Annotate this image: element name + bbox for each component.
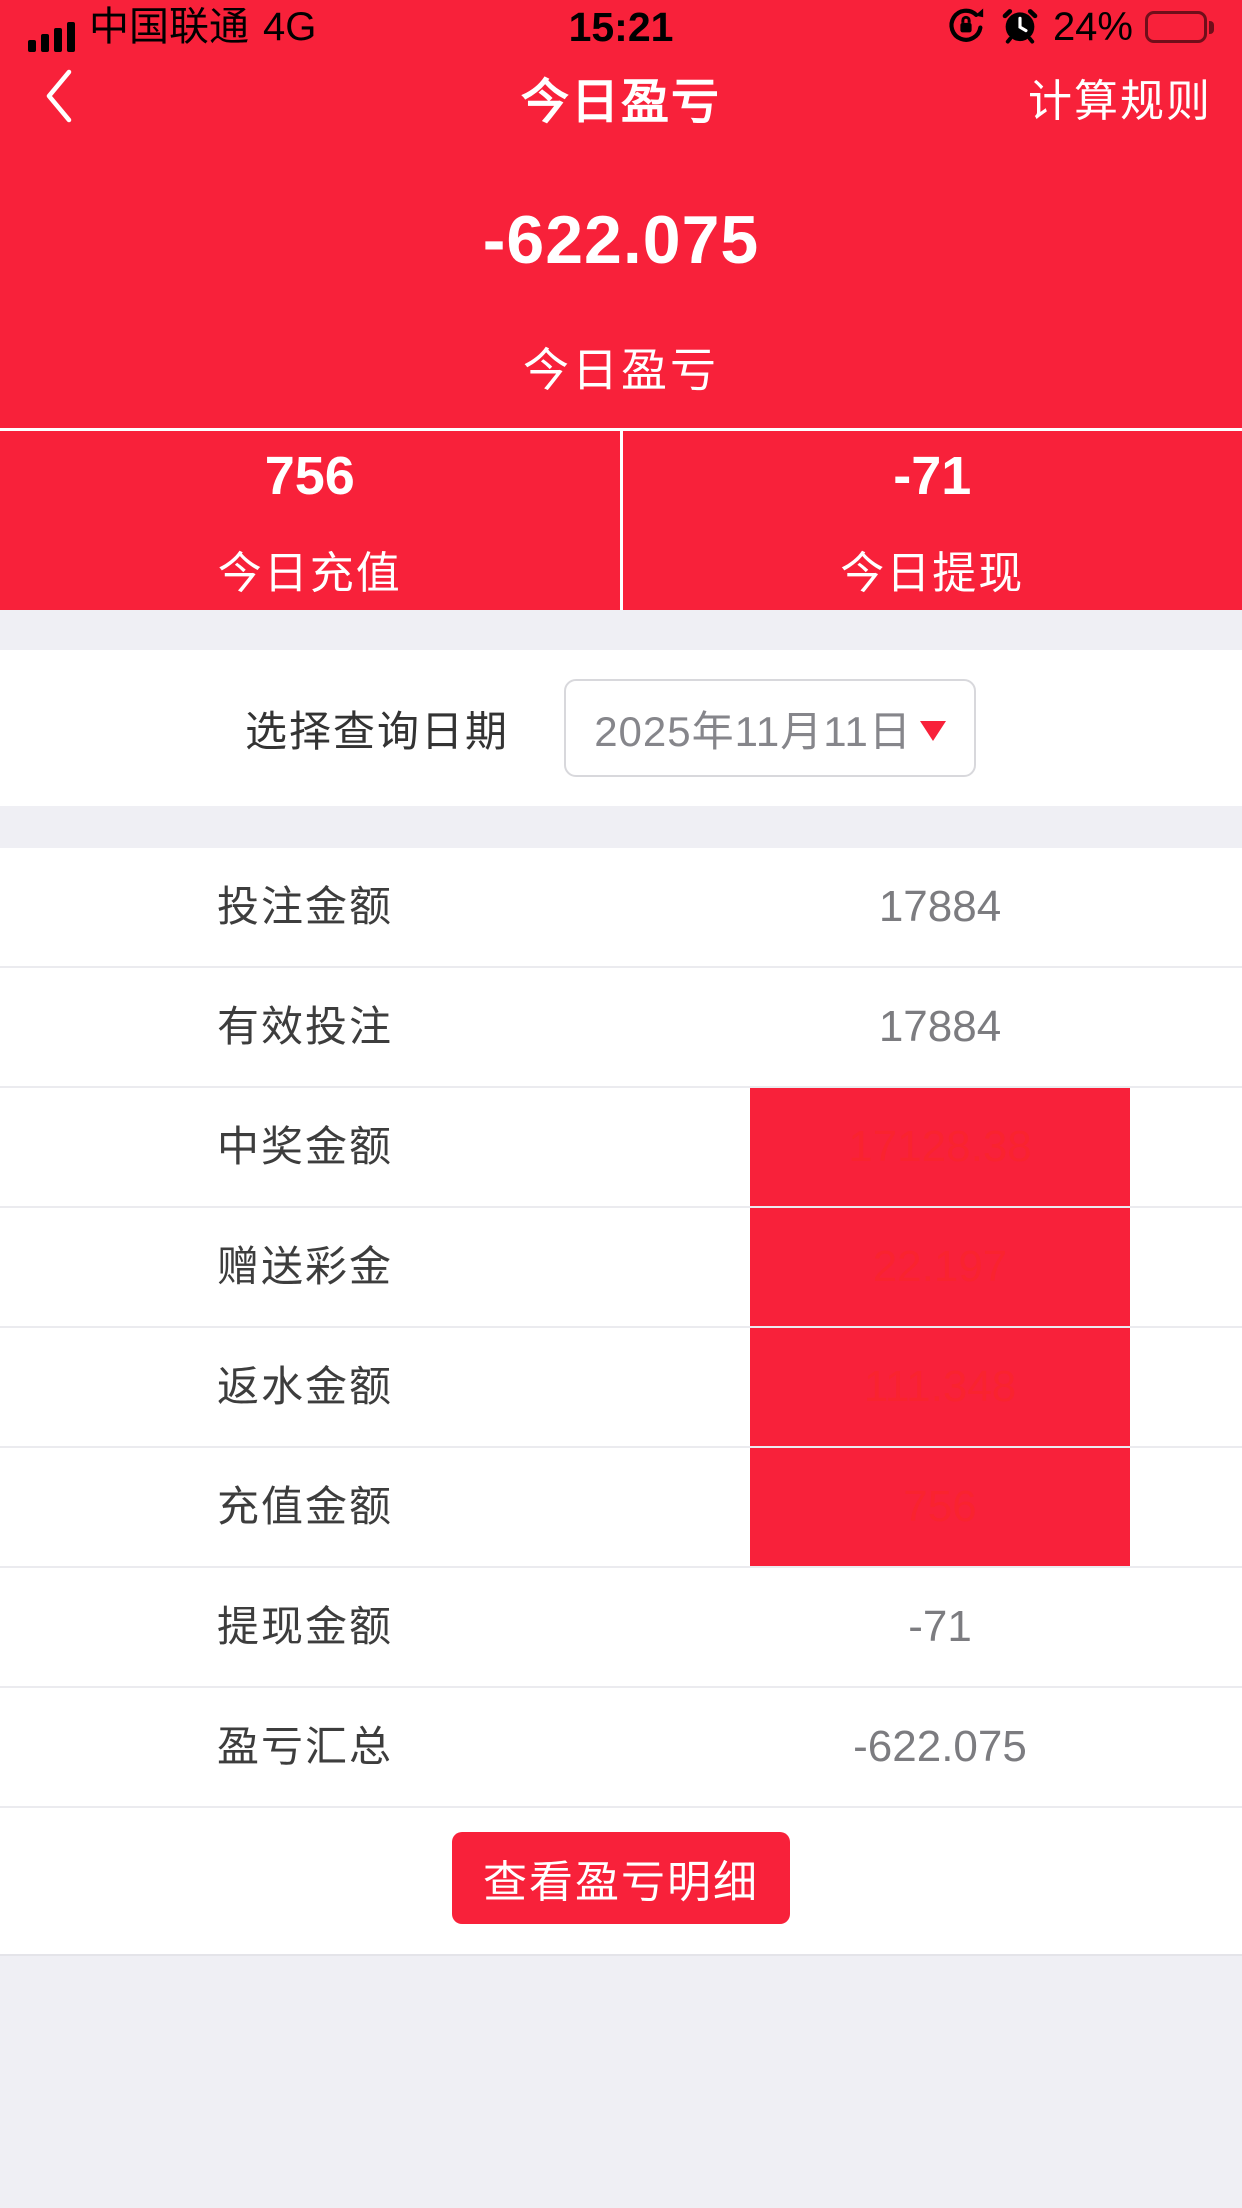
hero-section: -622.075 今日盈亏 bbox=[0, 140, 1242, 428]
view-profit-loss-details-button[interactable]: 查看盈亏明细 bbox=[452, 1832, 790, 1924]
today-recharge-value: 756 bbox=[264, 446, 355, 506]
page-title: 今日盈亏 bbox=[520, 76, 721, 129]
date-picker-row: 选择查询日期 2025年11月11日 bbox=[0, 650, 1242, 806]
signal-bars-icon bbox=[28, 22, 75, 54]
today-profit-loss-label: 今日盈亏 bbox=[523, 344, 719, 396]
carrier-label: 中国联通 bbox=[89, 5, 249, 49]
row-label: 充值金额 bbox=[217, 1483, 394, 1530]
date-picker-label: 选择查询日期 bbox=[245, 707, 510, 755]
profit-loss-table: 投注金额 17884 有效投注 17884 中奖金额 17128.38 赠送彩金… bbox=[0, 848, 1242, 1808]
table-row: 盈亏汇总 -622.075 bbox=[0, 1688, 1242, 1808]
back-button[interactable] bbox=[42, 66, 82, 128]
battery-percent: 24% bbox=[1052, 4, 1133, 49]
clock-time: 15:21 bbox=[568, 4, 674, 50]
status-bar: 中国联通 4G 15:21 24% bbox=[0, 0, 1242, 54]
nav-bar: 今日盈亏 计算规则 bbox=[0, 54, 1242, 140]
row-value: 22.197 bbox=[750, 1208, 1130, 1326]
row-value: -71 bbox=[908, 1602, 972, 1651]
today-withdraw-value: -71 bbox=[893, 446, 972, 506]
rotation-lock-icon bbox=[945, 4, 987, 51]
today-recharge-block: 756 今日充值 bbox=[0, 431, 623, 610]
row-label: 有效投注 bbox=[217, 1003, 394, 1050]
spacer bbox=[0, 610, 1242, 650]
row-value: 17884 bbox=[878, 1002, 1002, 1051]
row-value: 756 bbox=[750, 1448, 1130, 1566]
row-label: 提现金额 bbox=[217, 1603, 394, 1650]
status-left: 中国联通 4G bbox=[28, 0, 316, 54]
table-row: 中奖金额 17128.38 bbox=[0, 1088, 1242, 1208]
row-label: 投注金额 bbox=[217, 883, 394, 930]
spacer bbox=[0, 806, 1242, 848]
row-value: 17884 bbox=[878, 882, 1002, 931]
footer-area bbox=[0, 1954, 1242, 2208]
status-right: 24% bbox=[945, 4, 1214, 51]
row-label: 赠送彩金 bbox=[217, 1243, 394, 1290]
table-row: 赠送彩金 22.197 bbox=[0, 1208, 1242, 1328]
row-value: 17128.38 bbox=[750, 1088, 1130, 1206]
battery-icon bbox=[1145, 11, 1214, 43]
table-row: 返水金额 111.348 bbox=[0, 1328, 1242, 1448]
row-label: 盈亏汇总 bbox=[217, 1723, 394, 1770]
table-row: 投注金额 17884 bbox=[0, 848, 1242, 968]
table-row: 提现金额 -71 bbox=[0, 1568, 1242, 1688]
row-value: 111.348 bbox=[750, 1328, 1130, 1446]
row-label: 返水金额 bbox=[217, 1363, 394, 1410]
today-profit-loss-amount: -622.075 bbox=[482, 202, 760, 278]
back-chevron-icon bbox=[42, 67, 74, 128]
calculation-rules-button[interactable]: 计算规则 bbox=[1028, 65, 1212, 129]
selected-date-value: 2025年11月11日 bbox=[594, 707, 912, 755]
row-label: 中奖金额 bbox=[217, 1123, 394, 1170]
table-row: 有效投注 17884 bbox=[0, 968, 1242, 1088]
today-withdraw-label: 今日提现 bbox=[840, 549, 1025, 598]
today-recharge-label: 今日充值 bbox=[217, 549, 402, 598]
network-type-label: 4G bbox=[263, 5, 317, 49]
dropdown-arrow-icon bbox=[919, 721, 946, 741]
date-select-dropdown[interactable]: 2025年11月11日 bbox=[564, 679, 977, 777]
alarm-clock-icon bbox=[999, 4, 1041, 51]
summary-section: 756 今日充值 -71 今日提现 bbox=[0, 428, 1242, 610]
today-withdraw-block: -71 今日提现 bbox=[623, 431, 1242, 610]
table-row: 充值金额 756 bbox=[0, 1448, 1242, 1568]
row-value: -622.075 bbox=[853, 1722, 1027, 1771]
button-section: 查看盈亏明细 bbox=[0, 1808, 1242, 1954]
